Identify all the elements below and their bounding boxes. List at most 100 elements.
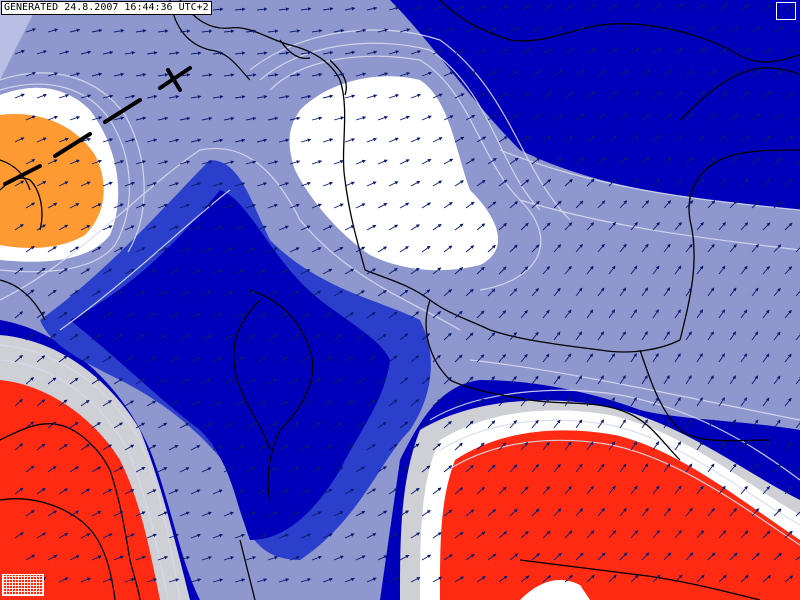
wind-arrow xyxy=(333,555,344,561)
wind-arrow xyxy=(179,467,190,473)
wind-arrow xyxy=(762,222,771,231)
wind-arrow xyxy=(586,135,596,143)
wind-arrow xyxy=(157,116,169,121)
wind-arrow xyxy=(377,28,389,33)
wind-arrow xyxy=(421,377,430,385)
wind-arrow xyxy=(784,486,793,495)
wind-arrow xyxy=(190,489,201,495)
wind-arrow xyxy=(784,575,794,583)
wind-arrow xyxy=(135,555,146,561)
wind-arrow xyxy=(564,575,573,583)
wind-arrow xyxy=(322,94,334,99)
wind-arrow xyxy=(102,533,113,539)
wind-arrow xyxy=(399,510,410,517)
wind-arrow xyxy=(729,200,738,209)
wind-arrow xyxy=(80,50,92,55)
wind-arrow xyxy=(234,400,245,407)
wind-arrow xyxy=(366,137,377,143)
wind-arrow xyxy=(245,247,256,253)
wind-arrow xyxy=(179,511,190,517)
wind-arrow xyxy=(542,397,550,407)
wind-arrow xyxy=(36,137,47,143)
wind-arrow xyxy=(146,312,157,319)
wind-arrow xyxy=(542,222,551,231)
wind-arrow xyxy=(146,269,157,275)
wind-arrow xyxy=(553,508,562,517)
wind-arrow xyxy=(718,441,726,451)
wind-arrow xyxy=(267,334,278,341)
wind-arrow xyxy=(311,290,322,297)
wind-arrow xyxy=(465,376,474,385)
wind-arrow xyxy=(542,530,551,539)
wind-arrow xyxy=(685,243,693,253)
wind-arrow xyxy=(707,552,716,561)
wind-arrow xyxy=(80,181,91,187)
wind-arrow xyxy=(80,533,91,539)
wind-arrow xyxy=(311,72,323,77)
wind-arrow xyxy=(344,488,355,495)
wind-arrow xyxy=(157,334,168,341)
wind-arrow xyxy=(586,530,595,539)
wind-arrow xyxy=(619,26,629,33)
wind-arrow xyxy=(201,247,212,253)
wind-arrow xyxy=(91,116,103,121)
wind-arrow xyxy=(267,73,279,77)
wind-arrow xyxy=(685,69,695,77)
wind-arrow xyxy=(58,355,68,363)
wind-arrow xyxy=(476,49,487,55)
wind-arrow xyxy=(69,159,80,165)
wind-arrow xyxy=(487,288,496,297)
wind-arrow xyxy=(14,487,24,495)
wind-arrow xyxy=(124,533,135,539)
wind-arrow xyxy=(465,71,476,77)
wind-arrow xyxy=(201,467,212,473)
wind-arrow xyxy=(355,159,366,165)
wind-arrow xyxy=(454,93,465,99)
wind-arrow xyxy=(773,419,781,429)
wind-arrow xyxy=(278,94,290,99)
wind-arrow xyxy=(509,375,517,385)
wind-arrow xyxy=(564,530,573,539)
corner-box[interactable] xyxy=(776,2,796,20)
wind-arrow xyxy=(553,26,564,33)
wind-arrow xyxy=(377,246,388,253)
wind-arrow xyxy=(696,178,705,187)
wind-arrow xyxy=(80,225,91,231)
wind-arrow xyxy=(14,443,24,451)
wind-arrow xyxy=(608,265,616,275)
wind-arrow xyxy=(190,138,202,143)
wind-arrow xyxy=(630,574,639,583)
wind-arrow xyxy=(366,224,377,231)
wind-arrow xyxy=(410,137,421,143)
wind-arrow xyxy=(212,7,224,12)
wind-arrow xyxy=(454,223,464,231)
wind-arrow xyxy=(740,309,748,319)
wind-arrow xyxy=(542,353,550,363)
wind-arrow xyxy=(509,420,517,429)
wind-arrow xyxy=(245,467,256,473)
wind-arrow xyxy=(399,554,410,561)
wind-arrow xyxy=(311,378,322,385)
wind-arrow xyxy=(399,465,409,473)
wind-arrow xyxy=(344,138,356,143)
wind-arrow xyxy=(795,288,800,297)
wind-arrow xyxy=(531,287,539,297)
wind-arrow xyxy=(36,224,47,231)
wind-arrow xyxy=(454,398,463,407)
wind-arrow xyxy=(652,309,659,319)
wind-arrow xyxy=(729,243,737,253)
field-white-south-coast xyxy=(520,580,590,600)
wind-arrow xyxy=(432,354,441,363)
wind-arrow xyxy=(762,441,770,451)
wind-arrow xyxy=(47,246,57,253)
wind-arrow xyxy=(80,94,92,99)
wind-arrow xyxy=(498,92,509,99)
wind-arrow xyxy=(245,203,256,209)
wind-arrow xyxy=(542,486,551,495)
wind-arrow xyxy=(762,486,770,495)
wind-arrow xyxy=(234,489,245,495)
wind-arrow xyxy=(333,116,345,121)
wind-arrow xyxy=(795,73,800,77)
wind-arrow xyxy=(454,5,465,11)
